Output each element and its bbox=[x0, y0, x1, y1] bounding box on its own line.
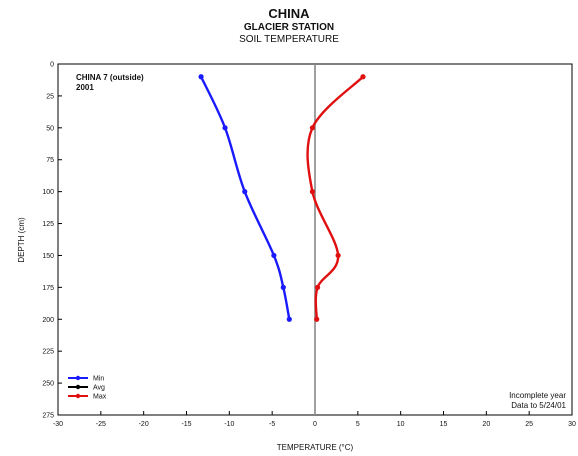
note-line-1: Incomplete year bbox=[509, 391, 566, 400]
x-tick-label: -15 bbox=[181, 421, 191, 428]
legend-marker-min bbox=[75, 375, 81, 381]
chart-subtitle: GLACIER STATION bbox=[243, 22, 335, 33]
y-axis-label: DEPTH (cm) bbox=[17, 217, 26, 263]
data-point-min bbox=[198, 74, 204, 80]
data-point-min bbox=[280, 284, 286, 290]
chart-title: CHINA bbox=[268, 6, 310, 21]
series-line-min bbox=[199, 76, 291, 320]
legend-marker-max bbox=[75, 393, 81, 399]
legend-label-max: Max bbox=[93, 394, 107, 401]
x-tick-label: 30 bbox=[568, 421, 576, 428]
y-tick-label: 25 bbox=[46, 93, 54, 100]
data-point-min bbox=[242, 189, 248, 195]
y-tick-label: 275 bbox=[42, 413, 54, 420]
data-point-max bbox=[309, 125, 316, 131]
data-point-min bbox=[271, 252, 277, 259]
y-tick-label: 75 bbox=[46, 157, 54, 164]
data-point-max bbox=[314, 316, 320, 322]
y-tick-label: 150 bbox=[42, 253, 54, 260]
y-tick-label: 125 bbox=[42, 221, 54, 228]
x-tick-label: -10 bbox=[224, 421, 234, 428]
x-tick-label: 15 bbox=[440, 421, 448, 428]
y-tick-label: 50 bbox=[46, 125, 54, 132]
x-tick-label: 5 bbox=[356, 421, 360, 428]
data-point-min bbox=[222, 125, 228, 131]
series-group bbox=[198, 74, 366, 322]
x-tick-label: 0 bbox=[313, 421, 317, 428]
data-point-min bbox=[286, 316, 292, 322]
y-tick-label: 0 bbox=[50, 62, 54, 69]
y-tick-label: 250 bbox=[42, 381, 54, 388]
axis-ticks: -30 -25 -20 -15 -10 -5 0 5 10 15 20 25 30 0 25 50 75 100 1… bbox=[42, 62, 576, 429]
x-axis-label: TEMPERATURE (°C) bbox=[277, 443, 354, 452]
data-point-max bbox=[309, 189, 316, 195]
legend-label-avg: Avg bbox=[93, 385, 105, 392]
data-point-max bbox=[360, 74, 366, 80]
y-tick-label: 100 bbox=[42, 189, 54, 196]
chart-subtitle-2: SOIL TEMPERATURE bbox=[239, 34, 339, 45]
x-tick-label: -25 bbox=[96, 421, 106, 428]
x-tick-label: -30 bbox=[53, 421, 63, 428]
year-label: 2001 bbox=[76, 83, 94, 92]
legend-label-min: Min bbox=[93, 376, 104, 383]
station-label: CHINA 7 (outside) bbox=[76, 73, 144, 82]
y-tick-label: 225 bbox=[42, 349, 54, 356]
note-line-2: Data to 5/24/01 bbox=[511, 401, 566, 410]
x-tick-label: -20 bbox=[139, 421, 149, 428]
y-tick-label: 200 bbox=[42, 317, 54, 324]
data-point-max bbox=[314, 284, 321, 290]
x-tick-label: 25 bbox=[525, 421, 533, 428]
series-line-max bbox=[306, 75, 364, 320]
x-tick-label: -5 bbox=[269, 421, 275, 428]
y-tick-label: 175 bbox=[42, 285, 54, 292]
x-tick-label: 20 bbox=[482, 421, 490, 428]
data-point-max bbox=[335, 252, 341, 259]
legend: Min Avg Max bbox=[68, 376, 107, 401]
x-tick-label: 10 bbox=[397, 421, 405, 428]
legend-marker-avg bbox=[75, 384, 81, 390]
